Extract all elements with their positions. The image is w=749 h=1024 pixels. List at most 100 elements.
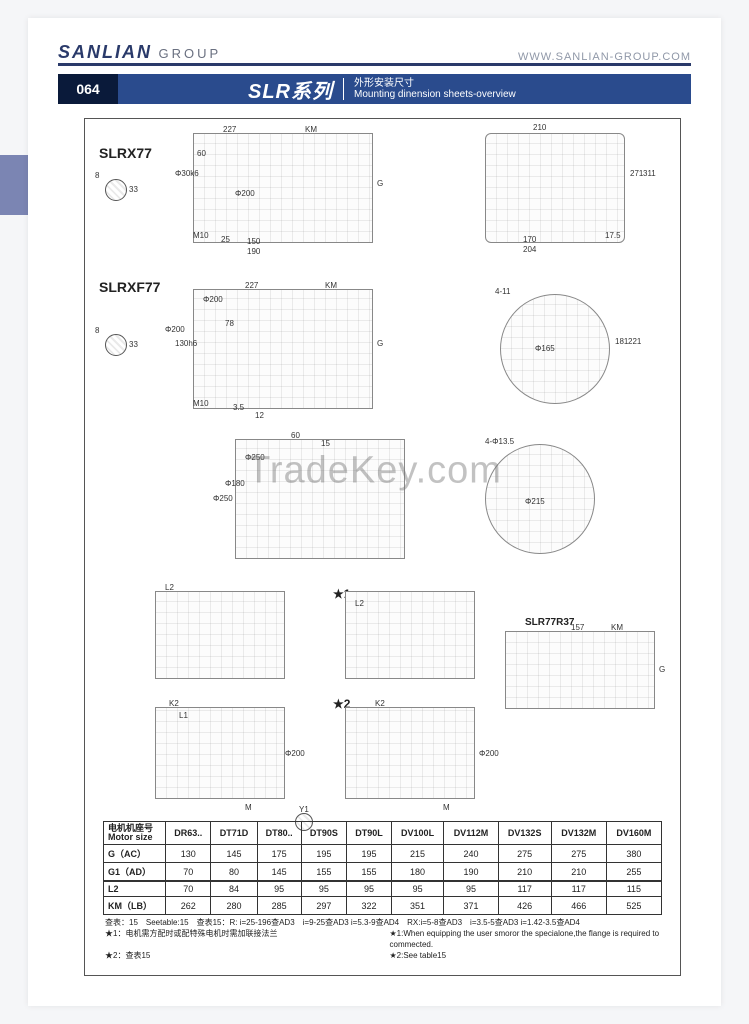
table-cell: 262 bbox=[166, 897, 211, 915]
drawing-slrxf77-side bbox=[193, 289, 373, 409]
dim-m-a: M bbox=[245, 803, 252, 812]
table-cell: 285 bbox=[257, 897, 301, 915]
table-cell: 297 bbox=[301, 897, 346, 915]
dim-210: 210 bbox=[533, 123, 546, 132]
model-label-slrx77: SLRX77 bbox=[99, 145, 152, 161]
dim-phi250b: Φ250 bbox=[213, 494, 233, 503]
table-row: G1（AD）7080145155155180190210210255 bbox=[104, 863, 662, 882]
dim-130h6: 130h6 bbox=[175, 339, 197, 348]
dim-227b: 227 bbox=[245, 281, 258, 290]
table-cell: 240 bbox=[444, 845, 498, 863]
dim-35: 3.5 bbox=[233, 403, 244, 412]
table-col: DV132S bbox=[498, 822, 551, 845]
dim-215: Φ215 bbox=[525, 497, 545, 506]
dim-phi200c: Φ200 bbox=[165, 325, 185, 334]
dim-204: 204 bbox=[523, 245, 536, 254]
subtitle-cn: 外形安装尺寸 bbox=[354, 78, 516, 89]
table-cell: 130 bbox=[166, 845, 211, 863]
dim-m10b: M10 bbox=[193, 399, 209, 408]
drawing-star1-right bbox=[345, 591, 475, 679]
note-star2-cn: ★2：查表15 bbox=[105, 950, 376, 961]
dim-181: 181 bbox=[615, 337, 628, 346]
dim-phi180: Φ180 bbox=[225, 479, 245, 488]
dim-8: 8 bbox=[95, 171, 99, 180]
dim-170: 170 bbox=[523, 235, 536, 244]
dim-km-b: KM bbox=[325, 281, 337, 290]
dim-25: 25 bbox=[221, 235, 230, 244]
table-cell: 195 bbox=[301, 845, 346, 863]
series-title: SLR系列 bbox=[248, 75, 333, 104]
drawing-star1-left bbox=[155, 591, 285, 679]
table-row-label: KM（LB） bbox=[104, 897, 166, 915]
dim-221: 221 bbox=[628, 337, 641, 346]
subtitle: 外形安装尺寸 Mounting dinension sheets-overvie… bbox=[354, 78, 516, 100]
dim-phi200a: Φ200 bbox=[235, 189, 255, 198]
page-number: 064 bbox=[58, 74, 118, 104]
table-cell: 145 bbox=[257, 863, 301, 882]
title-separator bbox=[343, 78, 344, 100]
dim-phi200e: Φ200 bbox=[479, 749, 499, 758]
note-star1-en: ★1:When equipping the user smoror the sp… bbox=[376, 928, 661, 950]
table-col: DT71D bbox=[211, 822, 257, 845]
model-label-slrxf77: SLRXF77 bbox=[99, 279, 160, 295]
dim-175: 17.5 bbox=[605, 231, 621, 240]
dim-k2a: K2 bbox=[169, 699, 179, 708]
table-cell: 95 bbox=[257, 881, 301, 897]
table-col: DT90S bbox=[301, 822, 346, 845]
table-cell: 275 bbox=[498, 845, 551, 863]
dim-311: 311 bbox=[643, 169, 656, 178]
table-col: DV112M bbox=[444, 822, 498, 845]
dim-271: 271 bbox=[630, 169, 643, 178]
drawing-slrx77-side bbox=[193, 133, 373, 243]
footnotes: 查表：15 Seetable:15 查表15：R: i=25-196查AD3 i… bbox=[105, 917, 660, 961]
dim-phi200d: Φ200 bbox=[285, 749, 305, 758]
table-cell: 117 bbox=[551, 881, 606, 897]
dim-227a: 227 bbox=[223, 125, 236, 134]
table-cell: 145 bbox=[211, 845, 257, 863]
table-col: DT80.. bbox=[257, 822, 301, 845]
header: SANLIAN GROUP WWW.SANLIAN-GROUP.COM bbox=[58, 40, 691, 66]
note-star1-cn: ★1：电机需方配时或配特殊电机时需加联接法兰 bbox=[105, 928, 376, 950]
table-cell: 215 bbox=[391, 845, 443, 863]
dim-12: 12 bbox=[255, 411, 264, 420]
drawing-combo bbox=[505, 631, 655, 709]
table-cell: 70 bbox=[166, 881, 211, 897]
dim-y1: Y1 bbox=[299, 805, 309, 814]
dim-60: 60 bbox=[197, 149, 206, 158]
dim-150: 150 bbox=[247, 237, 260, 246]
subtitle-en: Mounting dinension sheets-overview bbox=[354, 89, 516, 100]
table-cell: 525 bbox=[606, 897, 661, 915]
header-url: WWW.SANLIAN-GROUP.COM bbox=[518, 51, 691, 63]
shaft-section-icon bbox=[105, 179, 127, 201]
table-cell: 95 bbox=[391, 881, 443, 897]
table-cell: 195 bbox=[347, 845, 392, 863]
table-cell: 280 bbox=[211, 897, 257, 915]
dim-165: Φ165 bbox=[535, 344, 555, 353]
table-cell: 95 bbox=[444, 881, 498, 897]
table-col: DV160M bbox=[606, 822, 661, 845]
note-line1: 查表：15 Seetable:15 查表15：R: i=25-196查AD3 i… bbox=[105, 917, 660, 928]
dim-8b: 8 bbox=[95, 326, 99, 335]
dim-190: 190 bbox=[247, 247, 260, 256]
table-cell: 155 bbox=[301, 863, 346, 882]
table-cell: 70 bbox=[166, 863, 211, 882]
dim-g-b: G bbox=[377, 339, 383, 348]
brand: SANLIAN GROUP bbox=[58, 42, 221, 63]
table-col: DV132M bbox=[551, 822, 606, 845]
dim-78: 78 bbox=[225, 319, 234, 328]
table-header-label: 电机机座号 Motor size bbox=[104, 822, 166, 845]
table-header-row: 电机机座号 Motor size DR63.. DT71D DT80.. DT9… bbox=[104, 822, 662, 845]
brand-main: SANLIAN bbox=[58, 42, 152, 62]
brand-sub: GROUP bbox=[158, 46, 221, 61]
dim-l1a: L1 bbox=[179, 711, 188, 720]
table-col: DT90L bbox=[347, 822, 392, 845]
page: SANLIAN GROUP WWW.SANLIAN-GROUP.COM 064 … bbox=[28, 18, 721, 1006]
table-col: DR63.. bbox=[166, 822, 211, 845]
dim-l2b: L2 bbox=[355, 599, 364, 608]
table-row: L270849595959595117117115 bbox=[104, 881, 662, 897]
table-cell: 180 bbox=[391, 863, 443, 882]
dim-m10a: M10 bbox=[193, 231, 209, 240]
table-cell: 155 bbox=[347, 863, 392, 882]
dim-phi200: Φ200 bbox=[203, 295, 223, 304]
dim-15: 15 bbox=[321, 439, 330, 448]
